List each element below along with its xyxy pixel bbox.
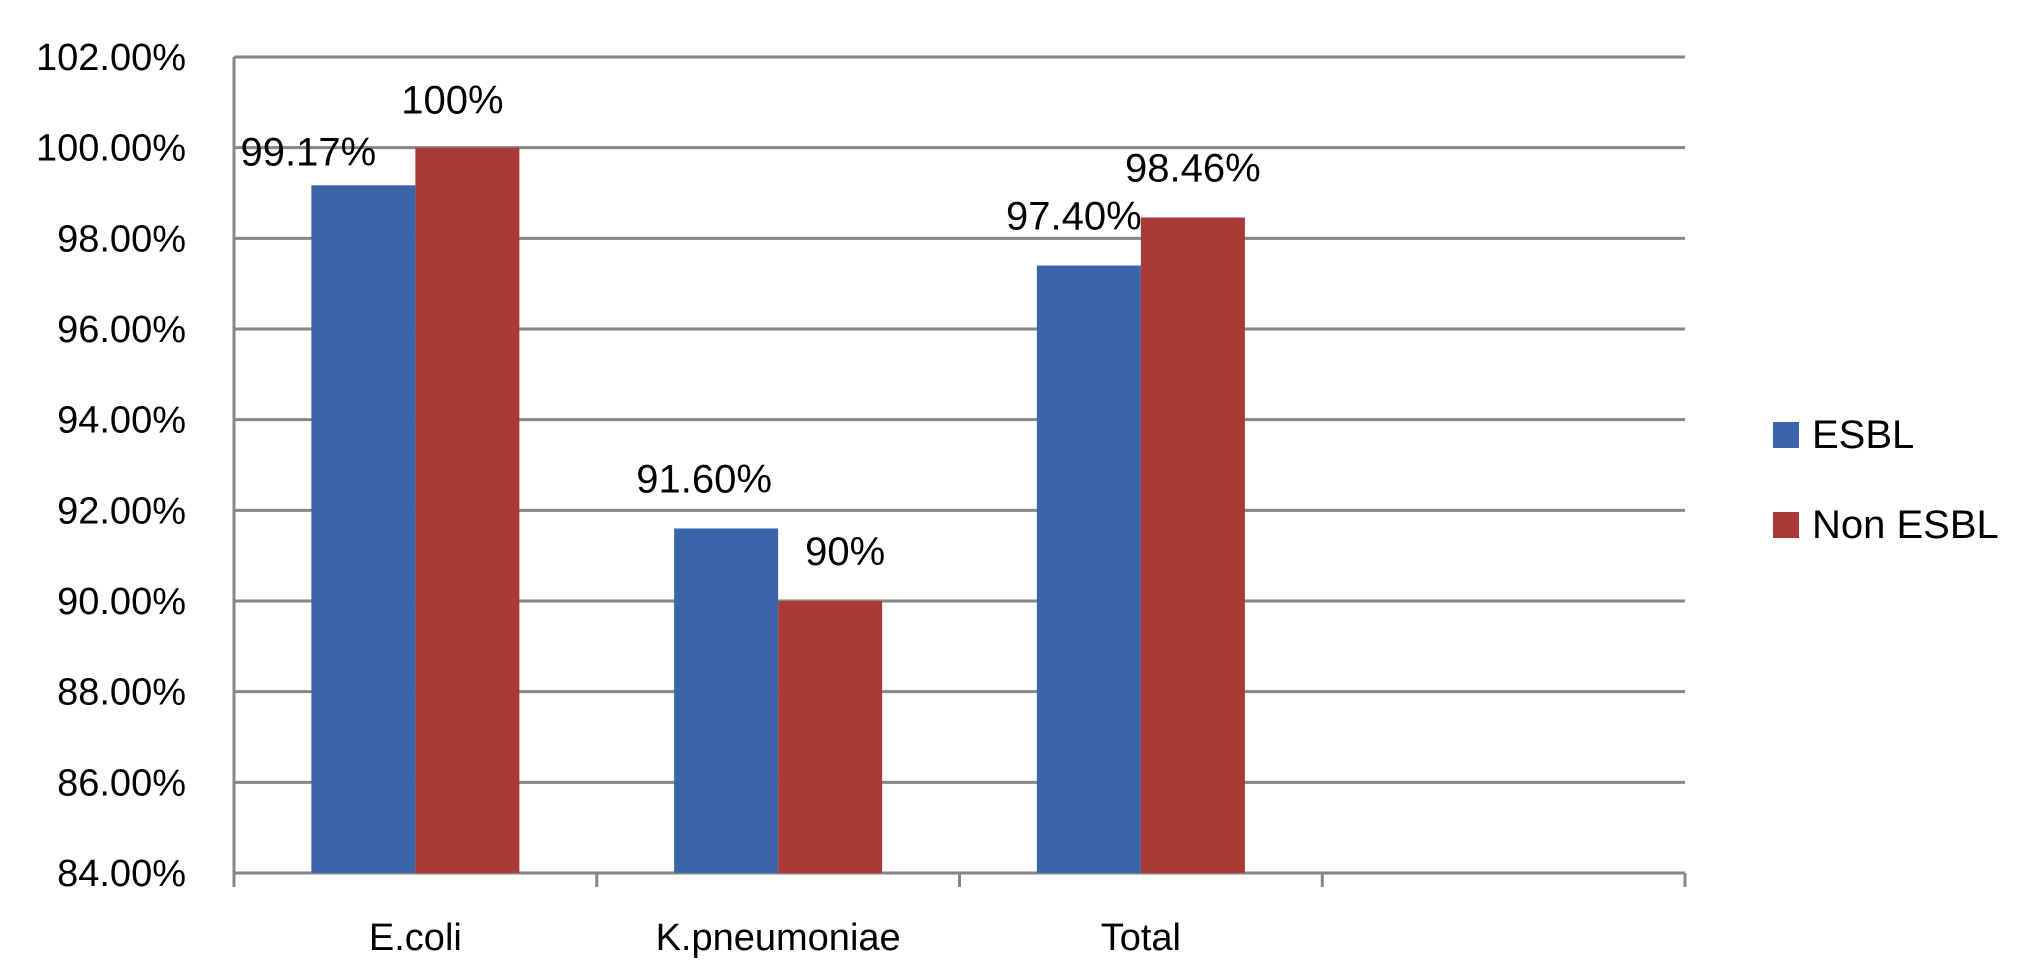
y-tick-label: 102.00%: [36, 37, 186, 79]
legend-label: ESBL: [1812, 413, 1914, 457]
y-tick-label: 84.00%: [57, 853, 186, 895]
legend-swatch: [1773, 512, 1799, 538]
legend-label: Non ESBL: [1812, 503, 1999, 547]
x-tick-label: E.coli: [369, 917, 462, 959]
bar-esbl: [1036, 265, 1141, 873]
data-label: 100%: [401, 79, 503, 123]
x-tick-label: Total: [1101, 917, 1181, 959]
bar-non-esbl: [1140, 217, 1245, 874]
y-tick-label: 96.00%: [57, 309, 186, 351]
y-tick-label: 94.00%: [57, 400, 186, 442]
y-tick-label: 100.00%: [36, 128, 186, 170]
y-tick-label: 88.00%: [57, 672, 186, 714]
y-tick-label: 86.00%: [57, 762, 186, 804]
data-label: 98.46%: [1125, 146, 1261, 190]
bar-esbl: [674, 528, 779, 873]
legend-swatch: [1773, 422, 1799, 448]
y-tick-label: 92.00%: [57, 490, 186, 532]
data-label: 97.40%: [1006, 195, 1142, 239]
data-label: 99.17%: [241, 130, 377, 174]
data-label: 90%: [805, 530, 885, 574]
y-tick-label: 90.00%: [57, 581, 186, 623]
bar-non-esbl: [778, 601, 883, 873]
data-label: 91.60%: [636, 457, 772, 501]
x-tick-label: K.pneumoniae: [656, 917, 901, 959]
bar-non-esbl: [415, 147, 520, 873]
bar-esbl: [311, 185, 416, 873]
y-tick-label: 98.00%: [57, 218, 186, 260]
